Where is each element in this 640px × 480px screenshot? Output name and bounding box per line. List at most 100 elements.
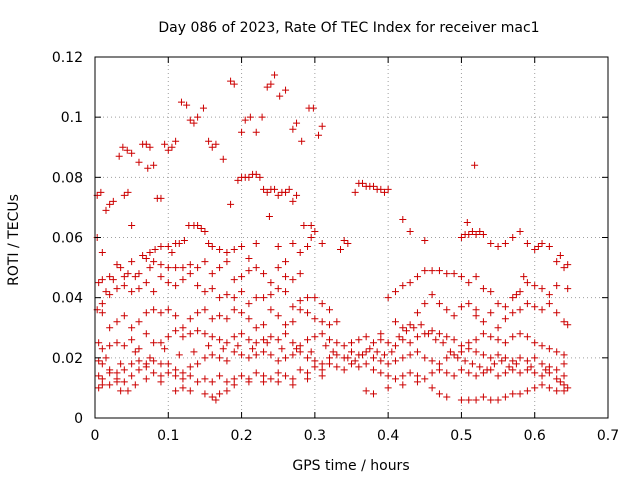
data-point (505, 363, 513, 371)
data-point (216, 264, 224, 272)
data-point (282, 288, 290, 296)
data-point (406, 227, 414, 235)
data-point (267, 80, 275, 88)
data-point (113, 261, 121, 269)
data-point (538, 342, 546, 350)
data-point (465, 339, 473, 347)
data-point (208, 143, 216, 151)
data-point (307, 348, 315, 356)
data-point (216, 390, 224, 398)
data-point (95, 339, 103, 347)
data-point (293, 191, 301, 199)
data-point (150, 306, 158, 314)
data-point (194, 221, 202, 229)
data-point (186, 330, 194, 338)
data-point (304, 243, 312, 251)
data-point (527, 363, 535, 371)
data-point (421, 267, 429, 275)
data-point (245, 173, 253, 181)
data-point (245, 315, 253, 323)
data-point (172, 282, 180, 290)
data-point (472, 230, 480, 238)
data-point (95, 279, 103, 287)
data-point (238, 372, 246, 380)
data-point (311, 294, 319, 302)
data-point (487, 240, 495, 248)
x-tick-label: 0.6 (524, 428, 546, 444)
data-point (131, 348, 139, 356)
data-point (421, 375, 429, 383)
data-point (274, 264, 282, 272)
data-point (98, 375, 106, 383)
data-point (289, 381, 297, 389)
data-point (501, 240, 509, 248)
data-point (190, 119, 198, 127)
data-point (428, 384, 436, 392)
data-point (201, 306, 209, 314)
data-point (168, 249, 176, 257)
data-point (157, 378, 165, 386)
data-point (164, 333, 172, 341)
data-point (285, 185, 293, 193)
data-point (276, 92, 284, 100)
data-point (520, 273, 528, 281)
data-point (318, 366, 326, 374)
data-point (391, 288, 399, 296)
data-point (351, 188, 359, 196)
data-point (252, 264, 260, 272)
data-point (186, 116, 194, 124)
data-point (267, 279, 275, 287)
data-point (234, 176, 242, 184)
data-point (95, 357, 103, 365)
data-point (545, 369, 553, 377)
data-point (538, 372, 546, 380)
data-point (179, 384, 187, 392)
data-point (553, 348, 561, 356)
data-point (208, 393, 216, 401)
x-tick-label: 0.3 (304, 428, 326, 444)
data-point (435, 330, 443, 338)
data-point (186, 261, 194, 269)
data-point (172, 327, 180, 335)
data-point (142, 140, 150, 148)
data-point (258, 113, 266, 121)
data-point (454, 354, 462, 362)
data-point (274, 336, 282, 344)
data-point (245, 378, 253, 386)
data-point (355, 336, 363, 344)
data-point (523, 240, 531, 248)
data-point (443, 369, 451, 377)
data-point (553, 309, 561, 317)
data-point (216, 336, 224, 344)
data-point (180, 237, 188, 245)
data-point (501, 369, 509, 377)
data-point (384, 372, 392, 380)
data-point (384, 360, 392, 368)
data-point (494, 300, 502, 308)
data-point (553, 366, 561, 374)
data-point (487, 333, 495, 341)
data-point (123, 146, 131, 154)
data-point (304, 294, 312, 302)
data-point (556, 378, 564, 386)
data-point (102, 288, 110, 296)
data-point (267, 291, 275, 299)
data-point (399, 381, 407, 389)
data-point (428, 369, 436, 377)
data-point (307, 221, 315, 229)
data-point (523, 300, 531, 308)
data-point (172, 312, 180, 320)
data-point (150, 288, 158, 296)
data-point (267, 333, 275, 341)
data-point (479, 351, 487, 359)
data-point (311, 227, 319, 235)
data-point (472, 336, 480, 344)
data-point (329, 348, 337, 356)
data-point (289, 240, 297, 248)
data-point (172, 137, 180, 145)
data-point (406, 369, 414, 377)
data-point (194, 327, 202, 335)
data-point (391, 318, 399, 326)
data-point (131, 381, 139, 389)
data-point (113, 369, 121, 377)
